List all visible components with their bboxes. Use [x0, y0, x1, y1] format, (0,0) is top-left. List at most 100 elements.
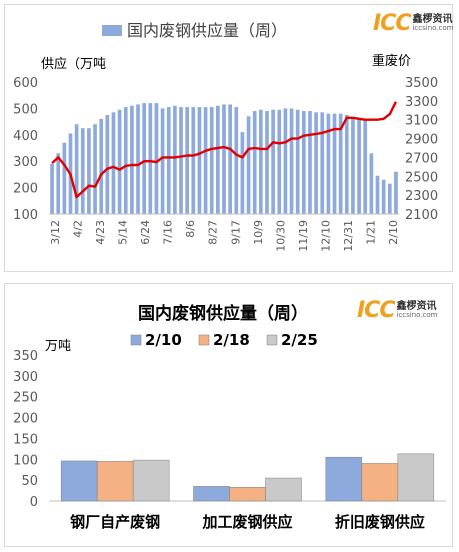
y-tick-label: 100	[13, 453, 38, 468]
right-tick-label: 2100	[405, 208, 438, 223]
bar-2-25	[397, 453, 435, 502]
supply-bar	[203, 107, 208, 214]
bar-2-18	[229, 486, 266, 502]
legend-swatch	[266, 334, 278, 346]
right-tick-label: 3300	[405, 95, 438, 110]
legend-swatch	[198, 334, 210, 346]
supply-bar	[295, 109, 300, 214]
supply-bar	[308, 111, 312, 214]
supply-bar	[56, 153, 61, 214]
supply-bar	[326, 113, 331, 214]
supply-bar	[197, 107, 202, 214]
supply-bar	[87, 128, 91, 214]
logo-url-2: iccsino.com	[396, 311, 438, 319]
supply-bar	[99, 118, 104, 214]
supply-bar	[394, 171, 398, 214]
x-tick-label: 4/2	[72, 220, 85, 238]
y-tick-label: 0	[30, 495, 38, 510]
legend-swatch	[130, 334, 142, 346]
x-tick-label: 12/31	[342, 220, 355, 252]
supply-bar	[259, 109, 263, 214]
left-tick-label: 300	[13, 155, 38, 170]
supply-bar	[80, 128, 85, 214]
category-label: 折旧废钢供应	[335, 513, 425, 531]
x-tick-label: 2/10	[387, 220, 400, 245]
left-tick-label: 600	[13, 76, 38, 91]
x-tick-label: 4/23	[94, 220, 107, 245]
supply-bar	[166, 107, 171, 214]
supply-bar	[191, 107, 196, 214]
supply-bar	[344, 115, 349, 214]
supply-bar	[130, 105, 134, 214]
supply-bar	[283, 108, 288, 214]
supply-bar	[381, 179, 386, 214]
supply-bar	[246, 116, 251, 214]
supply-bar	[222, 104, 226, 214]
supply-bar	[179, 107, 183, 214]
supply-bar	[387, 183, 392, 214]
supply-bar	[314, 112, 318, 214]
y-tick-label: 250	[13, 391, 38, 406]
legend-label: 2/25	[281, 331, 318, 349]
logo-mark-2: ICC	[357, 298, 395, 323]
chart-2-svg: 国内废钢供应量（周） 万吨 2/10 2/18 2/25 0 50 100 150 200 250 3…	[13, 303, 446, 531]
legend-label: 2/10	[145, 331, 182, 349]
y-tick-label: 50	[21, 474, 38, 489]
icc-logo: ICC 鑫椤资讯 iccsino.com	[373, 11, 454, 36]
x-tick-label: 9/17	[229, 220, 242, 245]
icc-logo-2: ICC 鑫椤资讯 iccsino.com	[357, 298, 438, 323]
x-tick-label: 3/12	[49, 220, 62, 245]
supply-bar	[50, 163, 54, 214]
supply-bar	[93, 124, 97, 214]
supply-bar	[351, 117, 355, 214]
right-tick-label: 2700	[405, 151, 438, 166]
bar-2-25	[265, 477, 302, 502]
left-tick-label: 400	[13, 129, 38, 144]
right-tick-label: 2900	[405, 133, 438, 148]
supply-bar	[234, 107, 239, 214]
supply-bar	[111, 112, 116, 214]
logo-mark: ICC	[373, 11, 411, 36]
supply-bar	[375, 175, 380, 214]
supply-bar	[173, 105, 177, 214]
y-tick-label: 300	[13, 370, 38, 385]
bar-2-10	[60, 460, 98, 502]
chart-title: 国内废钢供应量（周）	[138, 303, 308, 324]
x-tick-label: 8/6	[184, 220, 197, 238]
left-tick-label: 500	[13, 102, 38, 117]
supply-bar	[117, 109, 122, 214]
supply-bar	[142, 103, 147, 214]
logo-cn-2: 鑫椤资讯	[396, 301, 437, 312]
x-tick-label: 6/24	[139, 220, 152, 245]
weekly-supply-grouped-bar-chart: 国内废钢供应量（周） 万吨 2/10 2/18 2/25 0 50 100 150 200 250 3…	[4, 283, 453, 547]
supply-bar	[136, 104, 140, 214]
bar-2-18	[361, 463, 399, 502]
logo-cn: 鑫椤资讯	[412, 14, 453, 25]
supply-bar	[74, 124, 79, 214]
supply-bar	[240, 132, 245, 214]
supply-bar	[105, 115, 110, 214]
supply-bar	[369, 153, 374, 214]
supply-bar	[277, 109, 282, 214]
left-axis-title: 供应（万吨	[41, 56, 106, 72]
x-tick-label: 10/9	[252, 220, 265, 245]
left-tick-label: 100	[13, 208, 38, 223]
heavy-scrap-price-line	[51, 101, 397, 199]
right-axis-title: 重废价	[372, 53, 411, 69]
x-tick-label: 12/10	[319, 220, 332, 252]
chart-1-svg: 国内废钢供应量（周） 供应（万吨 重废价 100 200 300 400 500 600 2100…	[13, 21, 438, 252]
supply-bar	[228, 104, 232, 214]
right-tick-label: 3500	[405, 76, 438, 91]
x-tick-label: 5/14	[117, 220, 130, 245]
bar-2-18	[96, 461, 134, 502]
bar-2-25	[132, 459, 170, 502]
supply-bar	[357, 118, 361, 214]
right-tick-label: 2300	[405, 189, 438, 204]
left-tick-label: 200	[13, 182, 38, 197]
supply-bar	[209, 107, 214, 214]
category-label: 加工废钢供应	[201, 513, 292, 531]
supply-bar	[154, 103, 159, 214]
supply-bar	[332, 113, 337, 214]
x-tick-label: 1/21	[364, 220, 377, 245]
supply-bar	[148, 103, 153, 214]
